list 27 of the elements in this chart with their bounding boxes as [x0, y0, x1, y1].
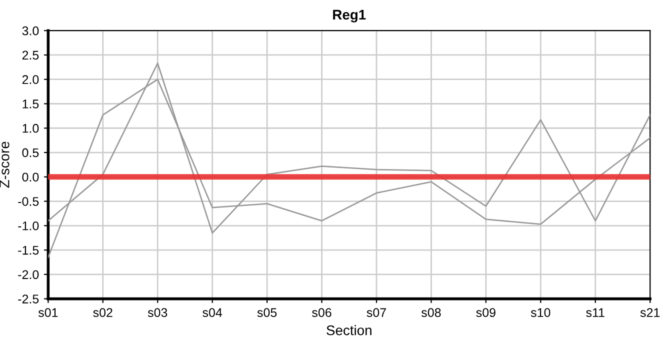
y-tick-label: -1.5	[18, 246, 39, 255]
y-tick-label: -1.0	[18, 221, 39, 230]
y-tick-label: -2.0	[18, 270, 39, 280]
y-tick-label: 2.0	[22, 75, 39, 84]
chart-title: Reg1	[333, 10, 366, 22]
x-tick-label: s11	[586, 308, 604, 318]
x-tick-label: s02	[93, 308, 112, 318]
x-tick-label: s21	[640, 308, 660, 318]
x-tick-label: s04	[202, 308, 222, 318]
x-tick-label: s03	[148, 308, 168, 318]
y-tick-label: 1.0	[22, 124, 39, 133]
x-tick-label: s10	[530, 308, 550, 318]
x-axis-title: Section	[326, 325, 372, 336]
x-tick-label: s06	[312, 308, 332, 318]
y-tick-label: -2.5	[18, 294, 39, 304]
x-tick-label: s08	[421, 308, 441, 318]
x-tick-label: s07	[366, 308, 386, 318]
y-tick-label: 2.5	[22, 50, 39, 60]
x-tick-label: s01	[38, 308, 58, 318]
y-axis-title: Z-score	[0, 142, 10, 188]
y-tick-label: 1.5	[22, 100, 39, 108]
x-tick-label: s09	[476, 308, 496, 318]
x-tick-label: s05	[257, 308, 277, 318]
y-tick-label: -0.5	[18, 197, 39, 206]
y-tick-label: 3.0	[22, 26, 39, 36]
y-tick-label: 0.0	[22, 172, 39, 182]
y-tick-label: 0.5	[22, 148, 39, 158]
